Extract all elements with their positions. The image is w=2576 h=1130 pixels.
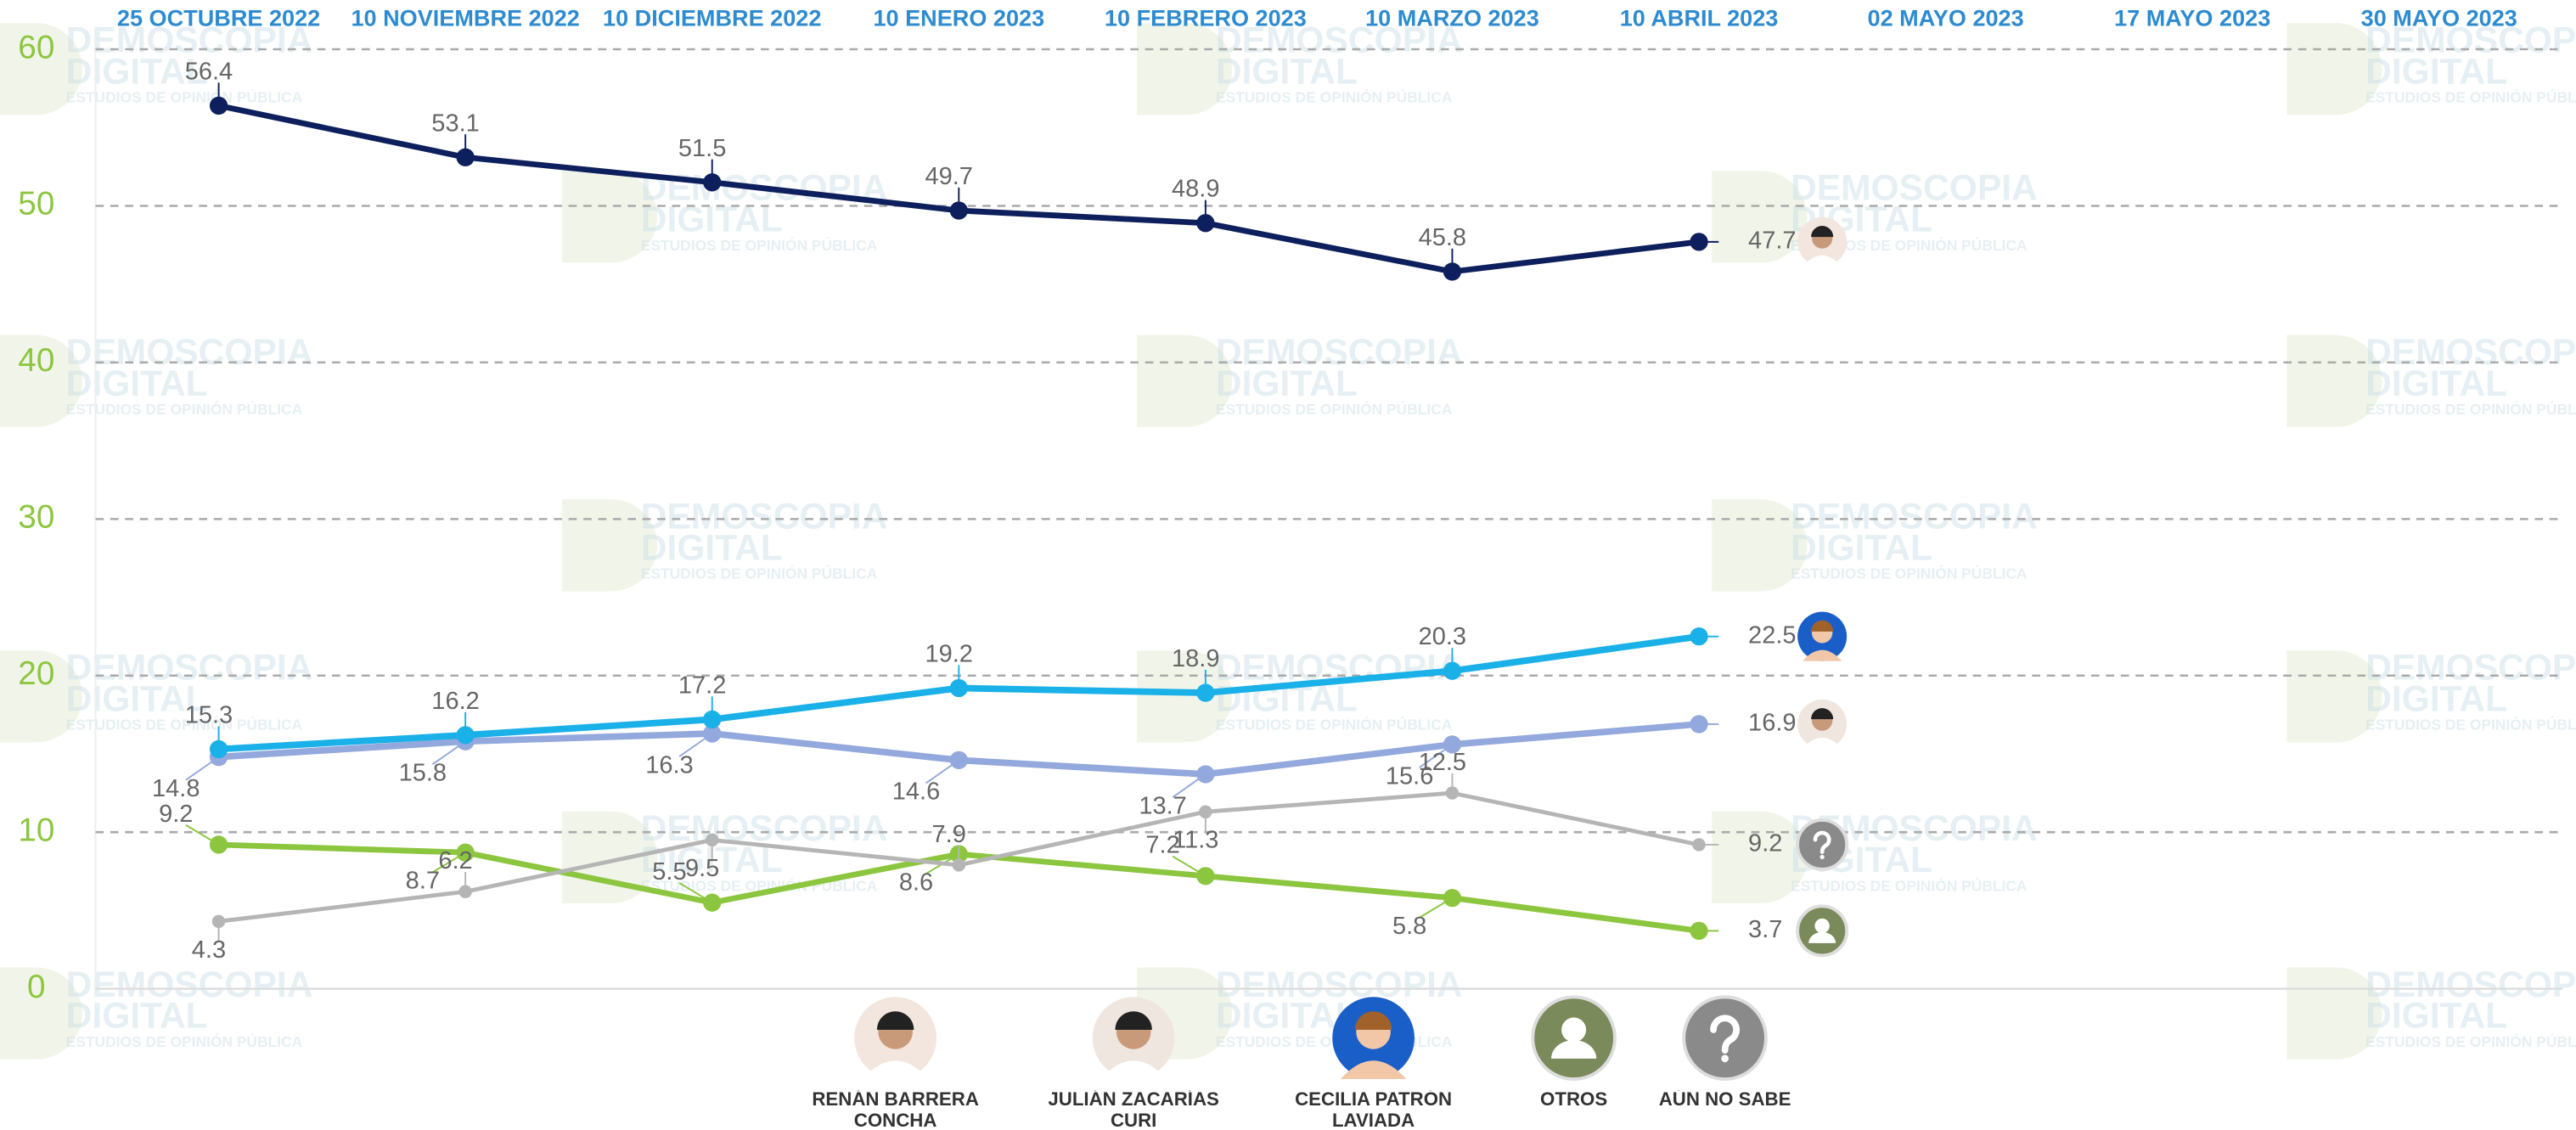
y-tick-label: 0	[27, 969, 46, 1005]
data-label: 8.6	[899, 869, 933, 896]
watermark: DIGITAL	[1216, 51, 1358, 92]
watermark: ESTUDIOS DE OPINIÓN PÚBLICA	[66, 401, 303, 418]
legend-label: AÚN NO SABE	[1618, 1091, 1831, 1112]
data-label: 45.8	[1419, 224, 1466, 251]
chart: DEMOSCOPIADIGITALESTUDIOS DE OPINIÓN PÚB…	[0, 0, 2576, 1130]
data-label: 16.2	[431, 688, 479, 715]
legend-icon	[1684, 997, 1766, 1079]
x-tick-label: 17 MAYO 2023	[2114, 4, 2270, 31]
data-label: 6.2	[438, 847, 472, 874]
x-tick-label: 30 MAYO 2023	[2361, 4, 2517, 31]
end-icon	[1797, 906, 1847, 955]
y-tick-label: 40	[18, 342, 54, 379]
y-tick-label: 20	[18, 655, 54, 692]
watermark: DIGITAL	[1791, 527, 1932, 568]
data-label: 20.3	[1419, 623, 1466, 650]
watermark: DIGITAL	[2365, 51, 2507, 92]
watermark: ESTUDIOS DE OPINIÓN PÚBLICA	[1216, 401, 1453, 418]
end-icon	[1797, 612, 1847, 661]
data-label: 5.5	[652, 858, 686, 885]
legend-label: CECILIA PATRÓN LAVIADA	[1267, 1091, 1480, 1130]
data-label: 3.7	[1748, 916, 1782, 943]
y-tick-label: 60	[18, 29, 54, 65]
legend-label: RENÁN BARRERA CONCHA	[789, 1091, 1002, 1130]
data-label: 19.2	[925, 640, 972, 667]
x-tick-label: 10 ENERO 2023	[873, 4, 1044, 31]
x-tick-label: 10 MARZO 2023	[1365, 4, 1539, 31]
data-label: 7.9	[932, 821, 966, 848]
y-tick-label: 30	[18, 499, 54, 536]
watermark: DIGITAL	[2365, 996, 2507, 1037]
end-icon	[1797, 820, 1847, 869]
watermark: ESTUDIOS DE OPINIÓN PÚBLICA	[1791, 565, 2028, 582]
watermark: ESTUDIOS DE OPINIÓN PÚBLICA	[2365, 89, 2576, 106]
data-label: 4.3	[192, 936, 226, 964]
icon-head	[1561, 1017, 1586, 1042]
data-label: 9.5	[685, 855, 719, 882]
watermark: ESTUDIOS DE OPINIÓN PÚBLICA	[66, 89, 303, 106]
end-icon	[1797, 700, 1847, 749]
end-icon	[1797, 217, 1847, 267]
x-tick-label: 25 OCTUBRE 2022	[117, 4, 320, 31]
legend-icon	[854, 997, 936, 1079]
data-label: 18.9	[1172, 645, 1219, 672]
legend-item: JULIÁN ZACARÍAS CURI	[1026, 1091, 1240, 1130]
watermark: ESTUDIOS DE OPINIÓN PÚBLICA	[1216, 717, 1453, 734]
legend-item: CECILIA PATRÓN LAVIADA	[1267, 1091, 1480, 1130]
watermark: DIGITAL	[66, 363, 208, 404]
legend-label: JULIÁN ZACARÍAS CURI	[1026, 1091, 1240, 1130]
leader-line	[186, 825, 219, 845]
legend-item: AÚN NO SABE	[1618, 1091, 1831, 1130]
data-label: 22.5	[1748, 621, 1796, 649]
data-label: 14.8	[152, 775, 200, 802]
x-tick-label: 02 MAYO 2023	[1868, 4, 2024, 31]
data-label: 14.6	[892, 779, 940, 806]
watermark: ESTUDIOS DE OPINIÓN PÚBLICA	[1216, 89, 1453, 106]
watermark: ESTUDIOS DE OPINIÓN PÚBLICA	[2365, 717, 2576, 734]
data-label: 11.3	[1173, 827, 1218, 854]
y-tick-label: 10	[18, 812, 54, 848]
watermark: ESTUDIOS DE OPINIÓN PÚBLICA	[641, 237, 878, 254]
data-label: 8.7	[406, 868, 440, 895]
icon-bg	[1684, 997, 1766, 1079]
y-tick-label: 50	[18, 186, 54, 222]
legend-icon	[1332, 997, 1415, 1079]
x-tick-label: 10 ABRIL 2023	[1620, 4, 1779, 31]
watermark: DIGITAL	[66, 996, 208, 1037]
x-tick-label: 10 NOVIEMBRE 2022	[351, 4, 579, 31]
data-label: 5.8	[1392, 913, 1426, 940]
data-label: 56.4	[185, 58, 233, 85]
watermark: DIGITAL	[641, 527, 783, 568]
x-tick-label: 10 FEBRERO 2023	[1105, 4, 1307, 31]
legend-icon	[1533, 997, 1615, 1079]
data-label: 12.5	[1419, 749, 1466, 776]
legend-item: RENÁN BARRERA CONCHA	[789, 1091, 1002, 1130]
icon-dot	[1820, 855, 1825, 859]
watermark: ESTUDIOS DE OPINIÓN PÚBLICA	[2365, 401, 2576, 418]
watermark: DIGITAL	[2365, 678, 2507, 719]
data-label: 15.8	[399, 760, 447, 787]
watermark: DIGITAL	[2365, 363, 2507, 404]
icon-head	[1814, 919, 1829, 933]
data-label: 9.2	[159, 801, 193, 828]
data-label: 47.7	[1748, 228, 1796, 255]
data-label: 53.1	[431, 110, 479, 137]
data-label: 9.2	[1748, 830, 1782, 857]
watermark: ESTUDIOS DE OPINIÓN PÚBLICA	[1791, 877, 2028, 894]
data-label: 51.5	[678, 135, 726, 162]
data-label: 16.3	[645, 751, 693, 779]
watermark: ESTUDIOS DE OPINIÓN PÚBLICA	[641, 565, 878, 582]
watermark: ESTUDIOS DE OPINIÓN PÚBLICA	[2365, 1033, 2576, 1050]
data-label: 48.9	[1172, 176, 1219, 203]
data-label: 49.7	[925, 163, 972, 190]
data-label: 17.2	[678, 672, 726, 699]
icon-bg	[1797, 820, 1847, 869]
data-label: 16.9	[1748, 710, 1796, 737]
watermark: DIGITAL	[1216, 363, 1358, 404]
icon-dot	[1721, 1054, 1729, 1062]
x-tick-label: 10 DICIEMBRE 2022	[603, 4, 821, 31]
watermark: ESTUDIOS DE OPINIÓN PÚBLICA	[66, 1033, 303, 1050]
data-label: 15.3	[185, 701, 233, 728]
legend-icon	[1093, 997, 1175, 1079]
